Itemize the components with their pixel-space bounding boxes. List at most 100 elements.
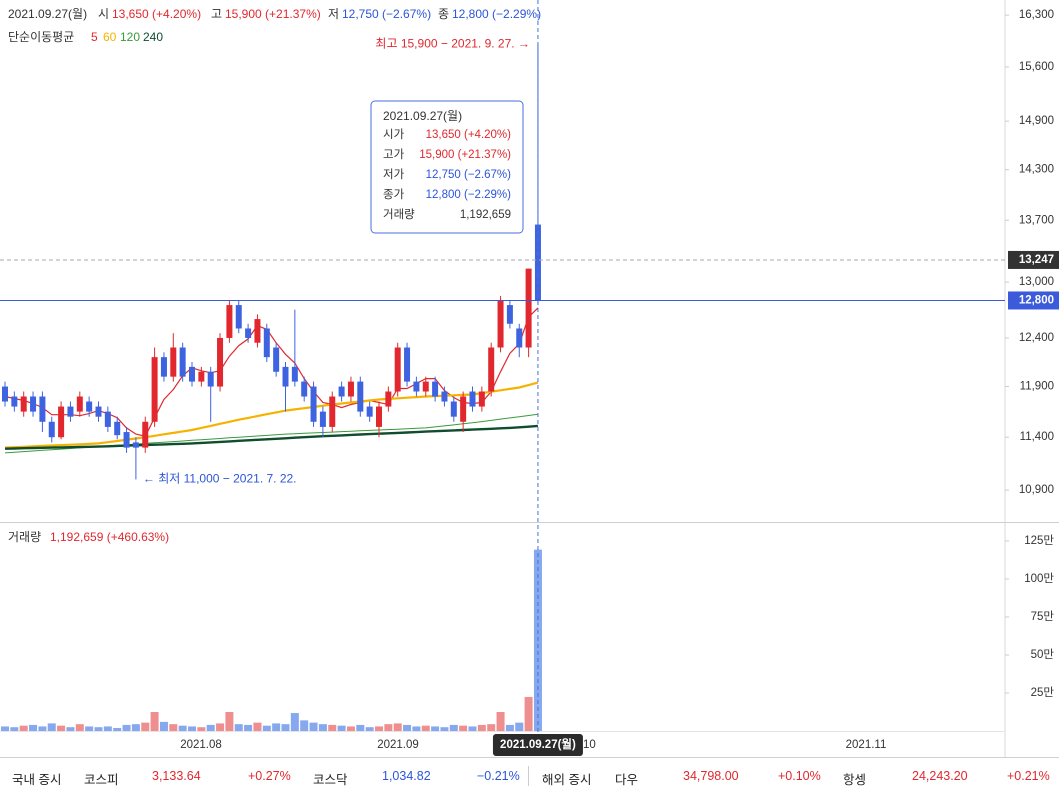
candle-body xyxy=(469,391,476,407)
y-tick-label: 15,600 xyxy=(1019,61,1054,73)
candle-body xyxy=(432,381,439,397)
candle-body xyxy=(179,347,186,377)
volume-bar xyxy=(272,723,281,731)
market-title: 해외 증시 xyxy=(542,773,592,787)
index-name[interactable]: 다우 xyxy=(615,773,639,787)
candle-body xyxy=(329,396,336,427)
annotation: ← 최저 11,000 − 2021. 7. 22. xyxy=(143,472,297,486)
volume-bar xyxy=(421,725,430,731)
candle-body xyxy=(20,396,27,412)
candle-body xyxy=(30,396,37,412)
header-value: 13,650 (+4.20%) xyxy=(112,7,201,21)
header-value: 15,900 (+21.37%) xyxy=(225,7,321,21)
candle-body xyxy=(385,391,392,407)
tooltip-label: 시가 xyxy=(383,128,405,141)
candle-body xyxy=(404,347,411,382)
header-value: 12,750 (−2.67%) xyxy=(342,7,431,21)
tooltip-date: 2021.09.27(월) xyxy=(383,109,462,123)
candle-body xyxy=(478,391,485,407)
index-change: +0.10% xyxy=(778,769,821,783)
volume-bar xyxy=(225,711,234,731)
legend-entry: 60 xyxy=(103,30,117,44)
candle-body xyxy=(338,386,345,397)
y-tick-label: 75만 xyxy=(1031,610,1055,623)
volume-bar xyxy=(365,727,374,731)
candle-body xyxy=(347,381,354,397)
volume-bar xyxy=(328,724,337,731)
volume-bar xyxy=(244,724,253,731)
price-tag xyxy=(1008,291,1059,310)
market-title: 국내 증시 xyxy=(12,773,62,787)
volume-bar xyxy=(515,722,524,731)
volume-bar xyxy=(197,727,206,731)
header-label: 종 xyxy=(438,7,449,21)
volume-bar xyxy=(412,726,421,731)
candle-body xyxy=(67,406,74,417)
ma-line xyxy=(4,381,539,449)
candle-body xyxy=(114,421,121,436)
volume-bar xyxy=(47,723,56,731)
volume-bar xyxy=(496,711,505,731)
market-bar: 국내 증시 코스피 3,133.64 +0.27% 코스닥 1,034.82 −… xyxy=(0,757,1059,793)
candle-body xyxy=(207,371,214,387)
y-tick-label: 14,300 xyxy=(1019,164,1054,176)
volume-bar xyxy=(216,723,225,731)
index-value: 34,798.00 xyxy=(683,769,739,783)
volume-bar xyxy=(524,696,533,731)
candle-body xyxy=(11,396,18,407)
candle-body xyxy=(189,366,195,382)
volume-bar xyxy=(10,727,19,731)
candle-body xyxy=(488,347,495,392)
candle-body xyxy=(273,347,280,372)
crosshair-tag-label: 2021.09.27(월) xyxy=(500,737,576,751)
volume-bar xyxy=(281,724,290,731)
legend-entry: 120 xyxy=(120,30,140,44)
y-tick-label: 14,900 xyxy=(1019,115,1054,127)
volume-bar xyxy=(178,725,187,731)
tooltip-value: 12,750 (−2.67%) xyxy=(426,169,512,181)
y-tick-label: 125만 xyxy=(1024,534,1054,547)
candle-body xyxy=(497,300,504,348)
index-change: −0.21% xyxy=(477,769,520,783)
candle-body xyxy=(376,406,382,427)
candle-body xyxy=(198,371,205,382)
candle-body xyxy=(310,386,317,422)
candle-body xyxy=(506,305,513,324)
candle-body xyxy=(263,328,270,358)
candle-body xyxy=(217,337,224,387)
candle-body xyxy=(357,381,364,412)
volume-bar xyxy=(487,724,496,731)
price-tag-label: 12,800 xyxy=(1019,295,1054,307)
index-name[interactable]: 항셍 xyxy=(843,773,867,787)
volume-subtitle: 1,192,659 (+460.63%) xyxy=(50,530,169,544)
legend-entry: 5 xyxy=(91,30,98,44)
volume-bar xyxy=(234,724,243,731)
volume-bar xyxy=(403,724,412,731)
volume-bar xyxy=(337,725,346,731)
index-name[interactable]: 코스닥 xyxy=(313,773,348,787)
header-label: 저 xyxy=(328,7,339,21)
volume-bar xyxy=(188,726,196,731)
volume-bar xyxy=(300,720,309,731)
candle-body xyxy=(132,442,139,448)
candle-body xyxy=(245,328,252,338)
volume-bar xyxy=(38,726,47,731)
volume-bar xyxy=(431,726,440,731)
candle-body xyxy=(301,381,308,397)
price-tag xyxy=(1008,250,1059,269)
tooltip: 2021.09.27(월) 시가 13,650 (+4.20%) 고가 15,900 (… xyxy=(370,100,524,234)
volume-bar xyxy=(384,724,393,731)
volume-bar xyxy=(468,726,477,731)
volume-bar xyxy=(262,725,271,731)
index-name[interactable]: 코스피 xyxy=(84,773,119,787)
volume-bar xyxy=(150,711,159,731)
crosshair-tag xyxy=(492,734,583,756)
volume-bar xyxy=(94,727,103,731)
candle-body xyxy=(422,381,429,392)
separator xyxy=(528,766,529,786)
volume-bar xyxy=(459,725,468,731)
volume-bar xyxy=(1,726,9,731)
volume-bar xyxy=(75,724,84,731)
tooltip-label: 저가 xyxy=(383,168,405,181)
